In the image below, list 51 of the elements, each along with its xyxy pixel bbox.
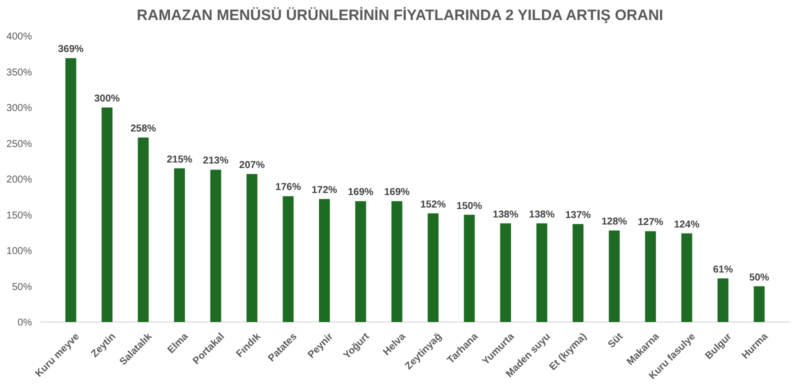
data-label: 124% [674,219,700,230]
data-label: 215% [166,154,192,166]
y-tick-label: 250% [6,138,32,150]
data-label: 369% [58,44,84,56]
bar [282,196,294,322]
bar [391,201,402,322]
data-label: 152% [420,199,446,210]
bar [645,231,656,322]
bar [138,138,149,322]
data-label: 172% [312,185,338,196]
bar [572,224,584,322]
data-label: 61% [712,264,734,276]
x-tick-label: Süt [606,330,626,350]
bar [536,223,548,322]
bar [210,170,222,322]
bar [500,223,512,322]
y-tick-label: 50% [12,282,32,293]
bar [102,108,112,322]
data-label: 137% [565,210,591,222]
bar [754,286,765,322]
data-label: 128% [601,216,628,228]
chart-title: RAMAZAN MENÜSÜ ÜRÜNLERİNİN FİYATLARINDA 2 YILDA ARTIŞ ORANI [136,7,664,24]
data-label: 300% [94,94,120,104]
y-tick-label: 200% [6,174,32,186]
data-label: 213% [202,156,229,167]
data-label: 138% [492,209,518,220]
data-label: 258% [130,124,156,135]
y-tick-label: 300% [6,103,32,114]
bar [174,168,185,322]
data-label: 207% [239,160,265,171]
data-label: 150% [456,200,482,212]
data-label: 50% [749,272,770,284]
y-tick-label: 150% [6,210,32,222]
data-label: 169% [348,187,374,198]
bar [355,201,366,322]
y-tick-label: 100% [6,246,32,257]
y-tick-label: 0% [18,318,32,328]
data-label: 176% [275,182,302,194]
bar [681,233,692,322]
y-tick-label: 350% [6,67,32,78]
bar [65,58,76,322]
bar [246,174,258,322]
data-label: 138% [529,209,555,220]
bar [464,214,475,322]
data-label: 127% [638,217,664,228]
bar [718,278,728,322]
bar [428,213,439,322]
y-tick-label: 400% [6,32,32,42]
bar [318,199,330,322]
data-label: 169% [384,187,410,198]
bar [608,230,620,322]
